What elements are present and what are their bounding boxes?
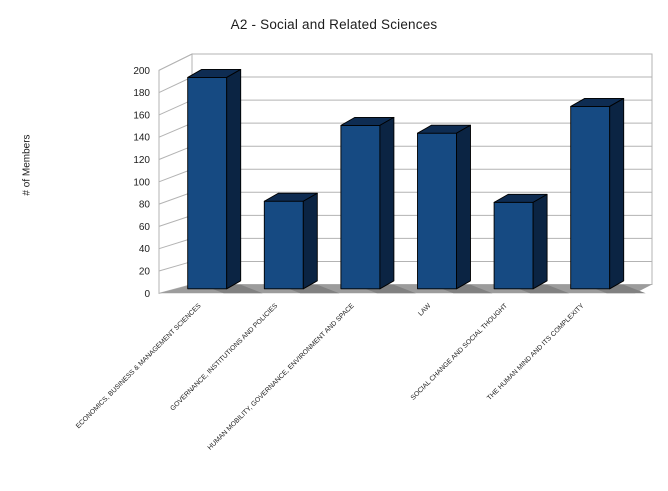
chart-title: A2 - Social and Related Sciences (230, 17, 438, 32)
bar-economics-business-management-sciences-side (226, 68, 242, 290)
bar-group-economics-business-management-sciences (187, 68, 242, 290)
bar-human-mobility-governance-environment-and-space-front (340, 124, 381, 290)
category-label-the-human-mind-and-its-complexity: THE HUMAN MIND AND ITS COMPLEXITY (486, 302, 586, 402)
bar-the-human-mind-and-its-complexity-front (570, 105, 611, 290)
y-tick-label-0: 0 (144, 289, 150, 300)
y-tick-label-140: 140 (133, 133, 150, 144)
bar-group-human-mobility-governance-environment-and-space (340, 116, 395, 290)
y-tick-label-80: 80 (139, 200, 151, 211)
category-label-economics-business-management-sciences: ECONOMICS, BUSINESS & MANAGEMENT SCIENCE… (75, 302, 203, 430)
bar-governance-institutions-and-policies-front (263, 200, 304, 290)
bar-social-change-and-social-thought-front (493, 201, 534, 290)
bar-group-governance-institutions-and-policies (263, 192, 318, 290)
y-tick-label-200: 200 (133, 66, 150, 77)
bar-law-front (417, 132, 457, 290)
bar-group-social-change-and-social-thought (493, 193, 548, 290)
y-tick-label-160: 160 (133, 110, 150, 121)
bar-governance-institutions-and-policies-side (302, 192, 318, 290)
y-tick-label-40: 40 (139, 244, 151, 255)
y-tick-label-20: 20 (139, 267, 151, 278)
bar-the-human-mind-and-its-complexity-side (609, 97, 625, 290)
category-label-law: LAW (417, 302, 433, 318)
bar-economics-business-management-sciences-front (187, 76, 228, 290)
category-label-social-change-and-social-thought: SOCIAL CHANGE AND SOCIAL THOUGHT (410, 302, 509, 401)
bar-law-side (456, 124, 471, 290)
y-tick-label-120: 120 (133, 155, 150, 166)
y-tick-label-60: 60 (139, 222, 151, 233)
bar-group-law (417, 124, 471, 290)
y-tick-label-100: 100 (133, 177, 150, 188)
bar-human-mobility-governance-environment-and-space-side (379, 116, 395, 290)
category-label-human-mobility-governance-environment-and-space: HUMAN MOBILITY, GOVERNANCE, ENVIRONMENT … (207, 302, 356, 451)
bar-group-the-human-mind-and-its-complexity (570, 97, 625, 290)
bar-social-change-and-social-thought-side (532, 193, 548, 290)
y-tick-label-180: 180 (133, 88, 150, 99)
gridline-200 (158, 53, 652, 71)
